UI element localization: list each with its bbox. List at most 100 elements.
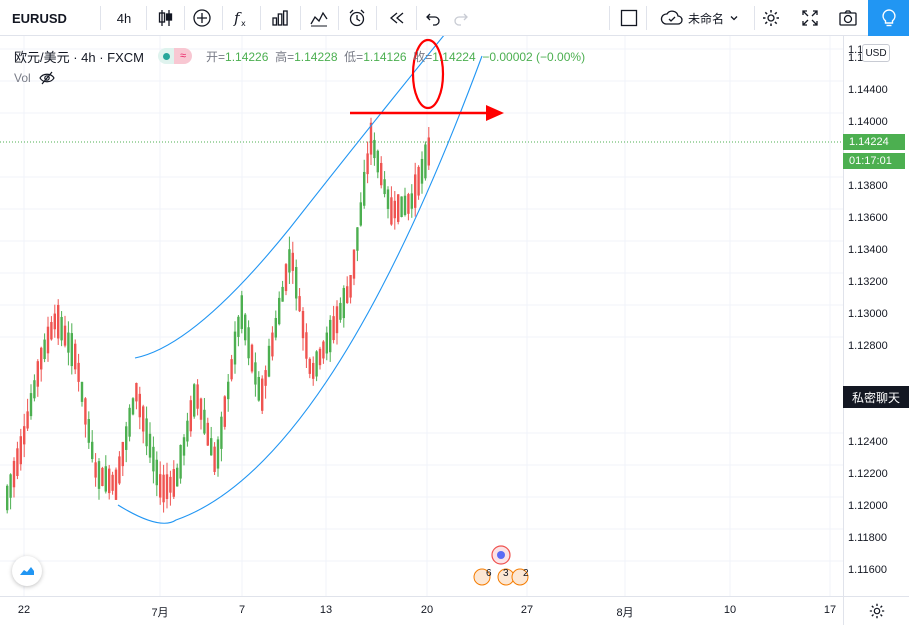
candle-body: [179, 444, 182, 479]
candle-body: [339, 302, 342, 320]
candle-body: [172, 469, 175, 497]
candle-body: [417, 166, 420, 196]
candle-body: [135, 382, 138, 402]
candle-body: [196, 384, 199, 409]
event-count-label: 6: [486, 568, 492, 579]
candle-body: [128, 407, 131, 437]
tradingview-logo-icon[interactable]: [12, 556, 42, 586]
volume-legend[interactable]: Vol: [14, 70, 55, 86]
market-open-icon[interactable]: [158, 48, 175, 64]
candle-body: [403, 195, 407, 215]
candle-body: [97, 461, 101, 489]
candle-body: [312, 362, 315, 379]
current-price-label: 1.14224: [843, 134, 905, 150]
candle-body: [390, 197, 393, 225]
candle-body: [53, 313, 56, 330]
open-value: 1.14226: [225, 49, 269, 64]
candle-body: [40, 347, 43, 370]
candle-body: [227, 381, 230, 400]
layout-name-label: 未命名: [687, 11, 724, 26]
candle-body: [281, 286, 284, 302]
undo-button[interactable]: [416, 0, 450, 36]
eye-crossed-icon[interactable]: [38, 70, 55, 86]
chevron-down-icon: [730, 16, 738, 21]
fullscreen-button[interactable]: [793, 0, 827, 36]
candle-body: [223, 396, 226, 427]
snapshot-button[interactable]: [831, 0, 865, 36]
financials-button[interactable]: [263, 0, 297, 36]
candle-body: [148, 433, 152, 458]
compare-button[interactable]: [185, 0, 219, 36]
currency-button[interactable]: USD: [862, 44, 890, 62]
chart-type-button[interactable]: [148, 0, 182, 36]
time-tick-label: 10: [723, 604, 737, 616]
candle-body: [315, 351, 318, 377]
candle-body: [108, 468, 111, 494]
time-axis[interactable]: 22 7月 7 13 20 27 8月 10 17: [0, 596, 843, 625]
event-marker-dot: [497, 551, 505, 559]
price-tick-label: 1.13800: [848, 180, 888, 192]
candle-body: [193, 384, 196, 417]
fullscreen-icon: [802, 10, 818, 26]
publish-idea-button[interactable]: [868, 0, 909, 36]
gear-icon: [869, 603, 884, 619]
candle-body: [26, 411, 29, 429]
candle-body: [165, 474, 169, 499]
save-layout-button[interactable]: 未命名: [648, 0, 752, 36]
channel-lower-curve: [117, 55, 483, 524]
candle-body: [257, 376, 260, 401]
interval-button[interactable]: 4h: [116, 10, 132, 26]
candle-body: [43, 339, 46, 360]
low-value: 1.14126: [363, 49, 407, 64]
candle-body: [325, 332, 328, 354]
candle-body: [332, 316, 335, 341]
axis-settings-button[interactable]: [843, 596, 909, 625]
candle-body: [288, 249, 291, 273]
candle-body: [308, 358, 311, 374]
candle-body: [373, 139, 376, 159]
delayed-data-icon[interactable]: ≈: [174, 48, 193, 64]
camera-icon: [839, 10, 857, 26]
candle-body: [203, 409, 206, 434]
price-tick-label: 1.13400: [848, 244, 888, 256]
candle-body: [305, 332, 308, 359]
candle-body: [87, 419, 90, 443]
candle-body: [84, 398, 87, 425]
candle-body: [237, 316, 240, 337]
candle-body: [264, 370, 267, 386]
event-count-label: 2: [523, 568, 529, 579]
lightbulb-icon: [881, 9, 896, 27]
alert-button[interactable]: [340, 0, 374, 36]
candle-body: [410, 193, 413, 209]
layout-select-button[interactable]: [612, 0, 646, 36]
templates-button[interactable]: [302, 0, 336, 36]
candle-body: [414, 174, 417, 208]
plus-circle-icon: [193, 9, 211, 27]
candle-body: [346, 286, 349, 304]
high-label: 高=: [275, 49, 295, 64]
candle-body: [60, 316, 63, 341]
candle-body: [342, 287, 345, 319]
symbol-search-button[interactable]: EURUSD: [12, 10, 67, 26]
replay-button[interactable]: [380, 0, 414, 36]
candle-body: [335, 306, 339, 334]
candle-body: [400, 196, 403, 218]
price-tick-label: 1.12000: [848, 500, 888, 512]
toolbar-divider: [754, 6, 755, 30]
candle-body: [407, 194, 410, 214]
arrow-head: [486, 105, 504, 121]
high-value: 1.14228: [294, 49, 338, 64]
toolbar-divider: [609, 6, 610, 30]
candle-body: [254, 362, 257, 385]
symbol-title[interactable]: 欧元/美元 · 4h · FXCM: [14, 49, 145, 65]
price-axis[interactable]: 1.11.146001.144001.140001.138001.136001.…: [843, 36, 909, 596]
redo-button[interactable]: [444, 0, 478, 36]
candle-body: [36, 361, 39, 387]
settings-button[interactable]: [754, 0, 788, 36]
price-tick-label: 1.11800: [848, 532, 887, 544]
candle-body: [427, 137, 430, 166]
private-chat-button[interactable]: 私密聊天: [843, 386, 909, 408]
